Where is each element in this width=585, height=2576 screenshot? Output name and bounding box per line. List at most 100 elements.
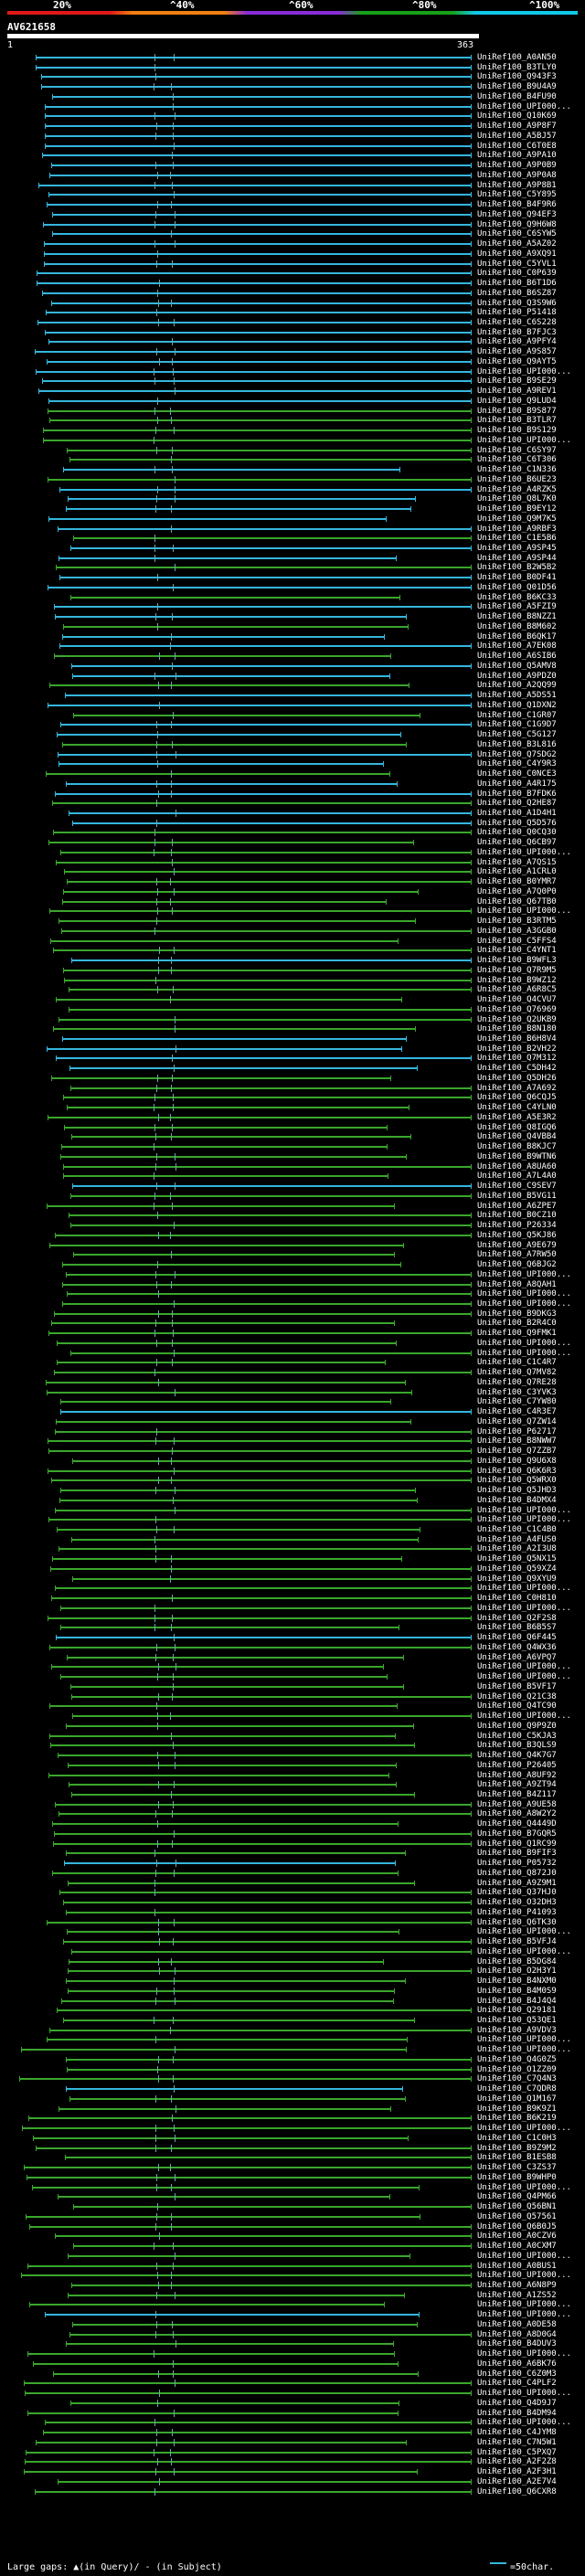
- hit-label[interactable]: UniRef100_C3YVK3: [477, 1387, 557, 1397]
- hit-label[interactable]: UniRef100_A9PFY4: [477, 337, 557, 347]
- hit-label[interactable]: UniRef100_Q4TC90: [477, 1701, 557, 1712]
- hit-label[interactable]: UniRef100_B4DMX4: [477, 1495, 557, 1505]
- hit-label[interactable]: UniRef100_Q2HE87: [477, 799, 557, 809]
- hit-label[interactable]: UniRef100_Q1M167: [477, 2094, 557, 2104]
- hit-label[interactable]: UniRef100_A2I3U8: [477, 1544, 557, 1554]
- hit-label[interactable]: UniRef100_C6T0E8: [477, 141, 557, 151]
- hit-label[interactable]: UniRef100_A4FUS0: [477, 1534, 557, 1544]
- hit-label[interactable]: UniRef100_A8D0G4: [477, 2329, 557, 2339]
- hit-label[interactable]: UniRef100_B9WZ12: [477, 975, 557, 985]
- hit-label[interactable]: UniRef100_Q29181: [477, 2006, 557, 2016]
- hit-label[interactable]: UniRef100_Q5NX15: [477, 1554, 557, 1564]
- hit-label[interactable]: UniRef100_C1C0H3: [477, 2133, 557, 2143]
- hit-label[interactable]: UniRef100_B5DG84: [477, 1956, 557, 1966]
- hit-label[interactable]: UniRef100_Q21C38: [477, 1691, 557, 1701]
- hit-label[interactable]: UniRef100_B8KJC7: [477, 1142, 557, 1152]
- hit-label[interactable]: UniRef100_C1C4R7: [477, 1358, 557, 1368]
- hit-label[interactable]: UniRef100_B6T1D6: [477, 279, 557, 289]
- hit-label[interactable]: UniRef100_B3TLY0: [477, 62, 557, 72]
- hit-label[interactable]: UniRef100_A2QQ99: [477, 681, 557, 691]
- hit-label[interactable]: UniRef100_UPI000...: [477, 1584, 571, 1594]
- hit-label[interactable]: UniRef100_B9DKG3: [477, 1309, 557, 1319]
- hit-label[interactable]: UniRef100_O1ZZ09: [477, 2064, 557, 2074]
- hit-label[interactable]: UniRef100_B5VF17: [477, 1681, 557, 1691]
- hit-label[interactable]: UniRef100_B9SE29: [477, 376, 557, 387]
- hit-label[interactable]: UniRef100_B4J4Q4: [477, 1996, 557, 2006]
- hit-label[interactable]: UniRef100_C5YVL1: [477, 259, 557, 269]
- hit-label[interactable]: UniRef100_B9FIF3: [477, 1849, 557, 1859]
- hit-label[interactable]: UniRef100_B4NXM0: [477, 1977, 557, 1987]
- hit-label[interactable]: UniRef100_UPI000...: [477, 101, 571, 111]
- hit-label[interactable]: UniRef100_Q4VBB4: [477, 1132, 557, 1142]
- hit-label[interactable]: UniRef100_A0CZV6: [477, 2231, 557, 2242]
- hit-label[interactable]: UniRef100_B4DUV3: [477, 2339, 557, 2349]
- hit-label[interactable]: UniRef100_Q8IGQ6: [477, 1122, 557, 1132]
- hit-label[interactable]: UniRef100_A5FZI9: [477, 602, 557, 612]
- hit-label[interactable]: UniRef100_B3RTM5: [477, 917, 557, 927]
- hit-label[interactable]: UniRef100_B3L816: [477, 739, 557, 749]
- hit-label[interactable]: UniRef100_A9RBF3: [477, 524, 557, 534]
- hit-label[interactable]: UniRef100_A7EK08: [477, 641, 557, 652]
- hit-label[interactable]: UniRef100_C5KJA3: [477, 1731, 557, 1741]
- hit-label[interactable]: UniRef100_A6VPQ7: [477, 1652, 557, 1662]
- hit-label[interactable]: UniRef100_B9WFL3: [477, 956, 557, 966]
- hit-label[interactable]: UniRef100_UPI000...: [477, 847, 571, 857]
- hit-label[interactable]: UniRef100_B6K219: [477, 2114, 557, 2124]
- hit-label[interactable]: UniRef100_UPI000...: [477, 2310, 571, 2320]
- hit-label[interactable]: UniRef100_Q872J0: [477, 1868, 557, 1878]
- hit-label[interactable]: UniRef100_C7YW80: [477, 1397, 557, 1407]
- hit-label[interactable]: UniRef100_UPI000...: [477, 1505, 571, 1515]
- hit-label[interactable]: UniRef100_A5DS51: [477, 691, 557, 701]
- hit-label[interactable]: UniRef100_UPI000...: [477, 1289, 571, 1299]
- hit-label[interactable]: UniRef100_C4PLF2: [477, 2379, 557, 2389]
- hit-label[interactable]: UniRef100_B8NZZ1: [477, 612, 557, 622]
- hit-label[interactable]: UniRef100_B4Z117: [477, 1789, 557, 1799]
- hit-label[interactable]: UniRef100_A9P8F7: [477, 122, 557, 132]
- hit-label[interactable]: UniRef100_B5VG11: [477, 1191, 557, 1201]
- hit-label[interactable]: UniRef100_Q6CXR8: [477, 2486, 557, 2496]
- hit-label[interactable]: UniRef100_A5AZ02: [477, 239, 557, 249]
- hit-label[interactable]: UniRef100_B6B5S7: [477, 1623, 557, 1633]
- hit-label[interactable]: UniRef100_C0H810: [477, 1594, 557, 1604]
- hit-label[interactable]: UniRef100_C1GR07: [477, 710, 557, 720]
- hit-label[interactable]: UniRef100_Q4PM66: [477, 2192, 557, 2202]
- hit-label[interactable]: UniRef100_Q7R9M5: [477, 965, 557, 975]
- hit-label[interactable]: UniRef100_A9UE58: [477, 1799, 557, 1809]
- hit-label[interactable]: UniRef100_B2W5B2: [477, 563, 557, 573]
- hit-label[interactable]: UniRef100_P26334: [477, 1221, 557, 1231]
- hit-label[interactable]: UniRef100_Q5DH26: [477, 1073, 557, 1083]
- hit-label[interactable]: UniRef100_B9EY12: [477, 504, 557, 514]
- hit-label[interactable]: UniRef100_B4M0S9: [477, 1986, 557, 1996]
- hit-label[interactable]: UniRef100_P51418: [477, 308, 557, 318]
- hit-label[interactable]: UniRef100_Q57561: [477, 2211, 557, 2221]
- hit-label[interactable]: UniRef100_Q4CVU7: [477, 995, 557, 1005]
- hit-label[interactable]: UniRef100_C9SEV7: [477, 1182, 557, 1192]
- hit-label[interactable]: UniRef100_C5G127: [477, 730, 557, 740]
- hit-label[interactable]: UniRef100_Q59XZ4: [477, 1564, 557, 1574]
- hit-label[interactable]: UniRef100_Q5WRX0: [477, 1476, 557, 1486]
- hit-label[interactable]: UniRef100_C1G9D7: [477, 720, 557, 730]
- hit-label[interactable]: UniRef100_Q7RE28: [477, 1377, 557, 1387]
- hit-label[interactable]: UniRef100_UPI000...: [477, 435, 571, 445]
- hit-label[interactable]: UniRef100_P05732: [477, 1859, 557, 1869]
- hit-label[interactable]: UniRef100_A1D4H1: [477, 808, 557, 818]
- hit-label[interactable]: UniRef100_UPI000...: [477, 1299, 571, 1309]
- hit-label[interactable]: UniRef100_B7FDK6: [477, 789, 557, 799]
- hit-label[interactable]: UniRef100_B7FJC3: [477, 327, 557, 337]
- hit-label[interactable]: UniRef100_A2E7V4: [477, 2476, 557, 2486]
- hit-label[interactable]: UniRef100_A7QS15: [477, 857, 557, 867]
- hit-label[interactable]: UniRef100_A8W2Y2: [477, 1809, 557, 1819]
- hit-label[interactable]: UniRef100_UPI000...: [477, 1338, 571, 1348]
- hit-label[interactable]: UniRef100_Q76969: [477, 1004, 557, 1014]
- hit-label[interactable]: UniRef100_A7A692: [477, 1083, 557, 1093]
- hit-label[interactable]: UniRef100_Q6B0J5: [477, 2221, 557, 2231]
- hit-label[interactable]: UniRef100_B6SZ87: [477, 288, 557, 298]
- hit-label[interactable]: UniRef100_O2H3Y1: [477, 1966, 557, 1977]
- hit-label[interactable]: UniRef100_Q5KJ86: [477, 1230, 557, 1240]
- hit-label[interactable]: UniRef100_O32DH3: [477, 1898, 557, 1908]
- hit-label[interactable]: UniRef100_Q6K6R3: [477, 1466, 557, 1476]
- hit-label[interactable]: UniRef100_Q1DXN2: [477, 700, 557, 710]
- hit-label[interactable]: UniRef100_UPI000...: [477, 906, 571, 917]
- hit-label[interactable]: UniRef100_A9P0B9: [477, 161, 557, 171]
- hit-label[interactable]: UniRef100_Q7M312: [477, 1054, 557, 1064]
